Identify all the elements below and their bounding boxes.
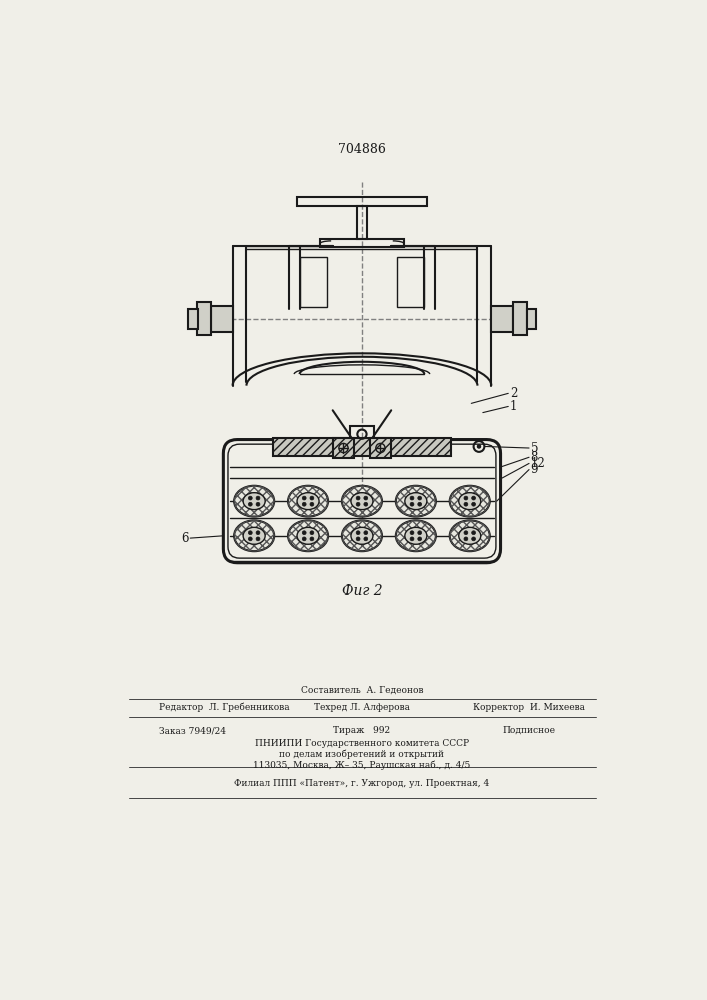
Ellipse shape: [297, 527, 319, 544]
Text: 9: 9: [530, 463, 538, 476]
Text: Составитель  А. Гедеонов: Составитель А. Гедеонов: [300, 685, 423, 694]
Text: 8: 8: [530, 451, 538, 464]
Circle shape: [356, 502, 360, 506]
Circle shape: [303, 502, 306, 506]
Circle shape: [477, 445, 481, 448]
Bar: [197, 302, 211, 335]
Circle shape: [464, 502, 468, 506]
Bar: [491, 306, 513, 332]
Circle shape: [256, 496, 260, 500]
Bar: [320, 239, 404, 247]
Circle shape: [464, 537, 468, 541]
Ellipse shape: [243, 493, 265, 510]
Circle shape: [356, 496, 360, 500]
Circle shape: [310, 537, 314, 541]
Circle shape: [364, 537, 368, 541]
Bar: [274, 438, 450, 456]
Text: Заказ 7949/24: Заказ 7949/24: [160, 726, 226, 735]
Circle shape: [364, 496, 368, 500]
Text: Подписное: Подписное: [503, 726, 556, 735]
Text: ПНИИПИ Государственного комитета СССР: ПНИИПИ Государственного комитета СССР: [255, 739, 469, 748]
Ellipse shape: [459, 493, 481, 510]
Circle shape: [418, 531, 421, 535]
Bar: [527, 309, 536, 329]
Circle shape: [248, 502, 252, 506]
Ellipse shape: [405, 493, 427, 510]
Ellipse shape: [342, 486, 382, 517]
Text: Филиал ППП «Патент», г. Ужгород, ул. Проектная, 4: Филиал ППП «Патент», г. Ужгород, ул. Про…: [234, 779, 489, 788]
Text: по делам изобретений и открытий: по делам изобретений и открытий: [279, 750, 445, 759]
Ellipse shape: [459, 527, 481, 544]
Circle shape: [410, 502, 414, 506]
Circle shape: [464, 496, 468, 500]
Text: Фиг 2: Фиг 2: [341, 584, 382, 598]
Ellipse shape: [234, 520, 274, 551]
Ellipse shape: [288, 486, 328, 517]
Ellipse shape: [396, 520, 436, 551]
Bar: [296, 197, 428, 206]
Text: 1: 1: [510, 400, 517, 413]
Ellipse shape: [234, 486, 274, 517]
Circle shape: [248, 531, 252, 535]
Circle shape: [256, 531, 260, 535]
Circle shape: [472, 496, 476, 500]
Circle shape: [248, 537, 252, 541]
Circle shape: [310, 496, 314, 500]
Circle shape: [256, 537, 260, 541]
Circle shape: [356, 537, 360, 541]
Circle shape: [472, 531, 476, 535]
Ellipse shape: [351, 493, 373, 510]
Circle shape: [472, 537, 476, 541]
Bar: [333, 438, 354, 458]
Circle shape: [418, 502, 421, 506]
Circle shape: [310, 531, 314, 535]
Circle shape: [303, 537, 306, 541]
Ellipse shape: [405, 527, 427, 544]
Ellipse shape: [243, 527, 265, 544]
Circle shape: [410, 531, 414, 535]
Ellipse shape: [297, 493, 319, 510]
Text: Корректор  И. Михеева: Корректор И. Михеева: [473, 703, 585, 712]
Bar: [188, 309, 198, 329]
Bar: [300, 257, 327, 307]
Ellipse shape: [450, 520, 490, 551]
Bar: [370, 438, 391, 458]
Text: Техред Л. Алферова: Техред Л. Алферова: [314, 703, 410, 712]
Ellipse shape: [288, 520, 328, 551]
Circle shape: [464, 531, 468, 535]
Text: Тираж   992: Тираж 992: [334, 726, 390, 735]
Text: 704886: 704886: [338, 143, 386, 156]
Bar: [211, 306, 233, 332]
Circle shape: [410, 537, 414, 541]
Ellipse shape: [396, 486, 436, 517]
Circle shape: [364, 531, 368, 535]
Text: 5: 5: [530, 442, 538, 455]
Circle shape: [410, 496, 414, 500]
Ellipse shape: [342, 520, 382, 551]
Circle shape: [472, 502, 476, 506]
Circle shape: [364, 502, 368, 506]
Text: 113035, Москва, Ж– 35, Раушская наб., д. 4/5: 113035, Москва, Ж– 35, Раушская наб., д.…: [253, 761, 471, 770]
Circle shape: [256, 502, 260, 506]
Ellipse shape: [450, 486, 490, 517]
Bar: [397, 257, 424, 307]
Text: 6: 6: [181, 532, 189, 545]
Circle shape: [356, 531, 360, 535]
Text: Редактор  Л. Гребенникова: Редактор Л. Гребенникова: [160, 703, 290, 712]
Circle shape: [418, 496, 421, 500]
Bar: [350, 426, 374, 442]
Circle shape: [310, 502, 314, 506]
Bar: [356, 206, 368, 239]
Text: 2: 2: [510, 387, 517, 400]
Bar: [513, 302, 527, 335]
Circle shape: [303, 531, 306, 535]
Circle shape: [418, 537, 421, 541]
Circle shape: [248, 496, 252, 500]
Circle shape: [303, 496, 306, 500]
Text: 12: 12: [530, 457, 545, 470]
Ellipse shape: [351, 527, 373, 544]
